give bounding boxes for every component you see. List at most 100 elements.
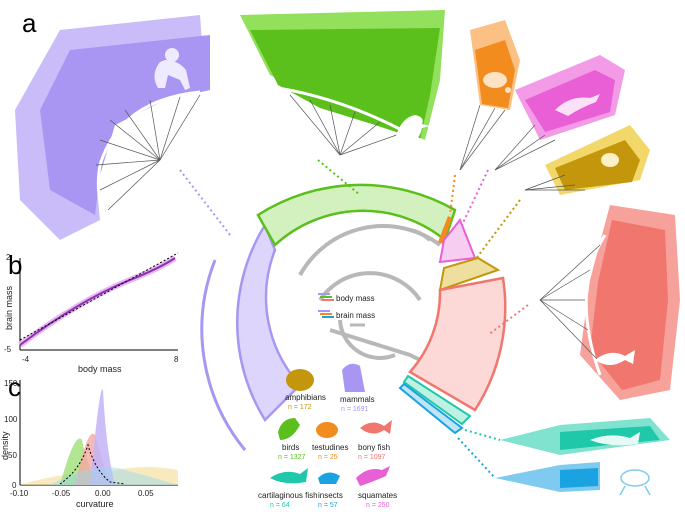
insects-wedge bbox=[398, 382, 464, 435]
lizard-silhouette-icon bbox=[555, 94, 600, 116]
panel-c-ytick-50: 50 bbox=[8, 451, 17, 460]
backbone-branch-reptile bbox=[409, 228, 432, 242]
legend-bony-fish-icon bbox=[360, 420, 392, 434]
panel-b-xlabel: body mass bbox=[78, 364, 122, 374]
legend-cartilaginous-fish-name: cartilaginous fish bbox=[258, 491, 318, 500]
body-mass-swatch bbox=[318, 293, 334, 301]
legend-insects-icon bbox=[318, 472, 340, 484]
panel-c-ytick-0: 0 bbox=[12, 481, 17, 490]
panel-b-xtick-left: -4 bbox=[22, 355, 30, 364]
legend-birds-icon bbox=[278, 418, 300, 440]
panel-label-c: c bbox=[8, 372, 21, 402]
legend-amphibians-icon bbox=[286, 369, 314, 391]
legend-squamates-icon bbox=[356, 466, 390, 486]
primate-silhouette-icon bbox=[154, 48, 190, 90]
legend-testudines-icon bbox=[316, 422, 338, 438]
mass-legend: body mass brain mass bbox=[318, 293, 375, 320]
bony-fish-wedge bbox=[408, 276, 507, 412]
legend-insects-name: insects bbox=[318, 491, 343, 500]
insects-fan bbox=[457, 437, 651, 496]
cartilaginous-fish-wedge bbox=[402, 374, 472, 426]
birds-branches bbox=[289, 94, 406, 156]
squamates-connector bbox=[461, 169, 489, 226]
mammals-wedge bbox=[236, 222, 302, 422]
brain-mass-label: brain mass bbox=[336, 311, 375, 320]
legend-cartilaginous-fish-icon bbox=[270, 468, 308, 484]
bony-fish-connector bbox=[487, 304, 529, 336]
panel-c-reference-density bbox=[59, 443, 126, 485]
panel-b-ytick-top: 2 bbox=[6, 253, 11, 262]
mammals-fan bbox=[15, 15, 231, 240]
amphibians-connector bbox=[474, 199, 521, 261]
panel-label-a: a bbox=[22, 8, 37, 38]
legend-squamates: squamates n = 250 bbox=[356, 466, 397, 509]
squamates-branches bbox=[494, 124, 556, 171]
panel-c-ytick-100: 100 bbox=[4, 415, 18, 424]
panel-b-fit-line bbox=[19, 257, 176, 346]
panel-b-plot: 2 -5 -4 8 body mass brain mass bbox=[4, 252, 179, 374]
testudines-wedge bbox=[438, 216, 452, 244]
squamates-wedge bbox=[438, 218, 477, 264]
legend-bony-fish: bony fish n = 1097 bbox=[358, 420, 392, 461]
legend-mammals-icon bbox=[342, 363, 365, 392]
backbone-arc-inner bbox=[318, 271, 422, 302]
bony-fish-fan bbox=[487, 205, 680, 400]
mammals-fan-inner bbox=[40, 35, 210, 215]
legend-cartilaginous-fish-n: n = 64 bbox=[270, 502, 290, 509]
central-phylogeny bbox=[200, 183, 507, 451]
insects-connector bbox=[457, 437, 496, 479]
bird-silhouette-icon bbox=[395, 115, 430, 145]
beetle-outline-icon bbox=[619, 469, 651, 496]
legend-insects-n: n = 57 bbox=[318, 502, 338, 509]
cartilaginous-fish-connector bbox=[464, 429, 501, 441]
backbone-arc-low bbox=[338, 319, 396, 360]
testudines-fan bbox=[449, 20, 520, 216]
cartilaginous-fish-fan bbox=[464, 418, 670, 455]
legend-squamates-n: n = 250 bbox=[366, 502, 390, 509]
panel-c-ylabel: density bbox=[0, 431, 10, 460]
fish-silhouette-icon bbox=[595, 350, 635, 365]
panel-b-ylabel: brain mass bbox=[4, 285, 14, 330]
group-legend: amphibians n = 172 mammals n = 1691 bird… bbox=[258, 363, 397, 509]
panel-c-xtick-3: 0.00 bbox=[95, 489, 111, 498]
legend-testudines-n: n = 25 bbox=[318, 454, 338, 461]
legend-birds-name: birds bbox=[282, 443, 299, 452]
birds-connector bbox=[317, 159, 361, 196]
mammals-connector bbox=[179, 169, 231, 236]
panel-c-density-insects bbox=[50, 467, 178, 485]
legend-bony-fish-name: bony fish bbox=[358, 443, 390, 452]
legend-birds-n: n = 1327 bbox=[278, 454, 306, 461]
panel-c-xlabel: curvature bbox=[76, 499, 114, 509]
turtle-silhouette-icon bbox=[483, 72, 511, 93]
panel-c-density-mammals bbox=[90, 389, 115, 485]
legend-bony-fish-n: n = 1097 bbox=[358, 454, 386, 461]
legend-amphibians: amphibians n = 172 bbox=[285, 369, 326, 411]
mammals-arc bbox=[200, 259, 247, 451]
bony-fish-fan-inner bbox=[590, 220, 668, 390]
panel-c-xtick-4: 0.05 bbox=[138, 489, 154, 498]
legend-squamates-name: squamates bbox=[358, 491, 397, 500]
legend-mammals: mammals n = 1691 bbox=[340, 363, 375, 413]
birds-fan bbox=[240, 10, 445, 196]
legend-mammals-n: n = 1691 bbox=[341, 406, 369, 413]
body-mass-label: body mass bbox=[336, 294, 375, 303]
panel-c-plot: 150 100 50 0 -0.10 -0.05 0.00 0.05 curva… bbox=[0, 379, 178, 509]
testudines-branches bbox=[459, 104, 506, 171]
amphibians-branches bbox=[524, 174, 585, 191]
frog-silhouette-icon bbox=[601, 153, 619, 167]
panel-c-ytick-150: 150 bbox=[4, 379, 18, 388]
legend-mammals-name: mammals bbox=[340, 395, 375, 404]
amphibians-fan bbox=[474, 125, 650, 261]
legend-testudines-name: testudines bbox=[312, 443, 348, 452]
bony-fish-branches bbox=[539, 244, 601, 361]
panel-b-ytick-bottom: -5 bbox=[4, 345, 12, 354]
legend-amphibians-n: n = 172 bbox=[288, 404, 312, 411]
shark-silhouette-icon bbox=[590, 432, 640, 446]
insects-fan-inner bbox=[560, 468, 598, 488]
amphibians-fan-inner bbox=[555, 140, 640, 190]
birds-fan-inner bbox=[250, 28, 440, 140]
panel-b-xtick-right: 8 bbox=[174, 355, 179, 364]
legend-insects: insects n = 57 bbox=[318, 472, 343, 509]
